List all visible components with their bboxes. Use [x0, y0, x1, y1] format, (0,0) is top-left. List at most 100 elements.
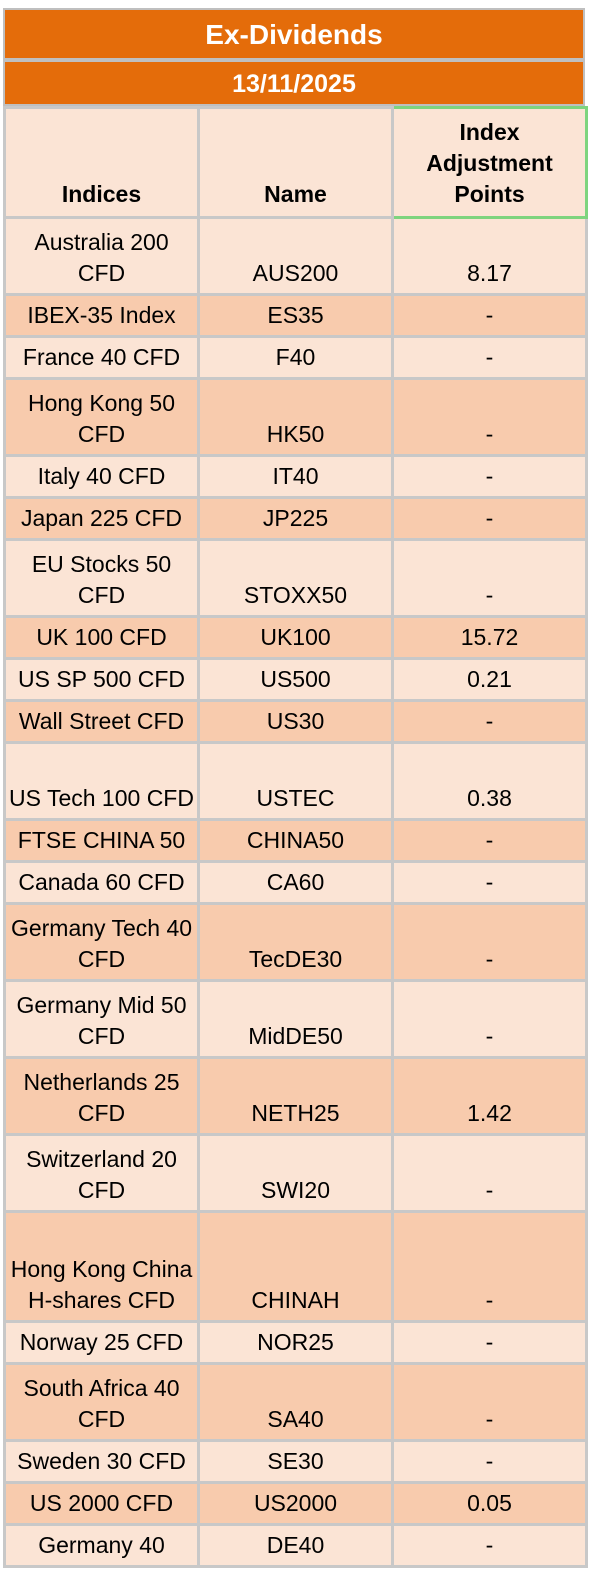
cell-name: NOR25 [197, 1320, 394, 1365]
table-row: US Tech 100 CFD USTEC 0.38 [3, 741, 588, 821]
cell-indices: Sweden 30 CFD [3, 1439, 200, 1484]
cell-name: F40 [197, 335, 394, 380]
table-row: South Africa 40 CFD SA40- [3, 1362, 588, 1442]
cell-name: JP225 [197, 496, 394, 541]
cell-name: USTEC [197, 741, 394, 821]
table-row: Sweden 30 CFD SE30- [3, 1439, 588, 1484]
cell-name: TecDE30 [197, 902, 394, 982]
table-row: US 2000 CFD US2000 0.05 [3, 1481, 588, 1526]
table-row: Australia 200 CFD AUS200 8.17 [3, 216, 588, 296]
table-header-row: Indices Name Index Adjustment Points [3, 106, 588, 219]
sheet-date: 13/11/2025 [3, 60, 585, 106]
cell-adjustment-points: - [391, 1133, 588, 1213]
table-body: Australia 200 CFD AUS200 8.17 IBEX-35 Index… [3, 216, 588, 1568]
cell-adjustment-points: 1.42 [391, 1056, 588, 1136]
table-row: Italy 40 CFD IT40- [3, 454, 588, 499]
cell-adjustment-points: - [391, 818, 588, 863]
table-row: Japan 225 CFD JP225- [3, 496, 588, 541]
cell-indices: IBEX-35 Index [3, 293, 200, 338]
cell-indices: Wall Street CFD [3, 699, 200, 744]
cell-adjustment-points: - [391, 860, 588, 905]
cell-indices: Norway 25 CFD [3, 1320, 200, 1365]
cell-indices: Hong Kong 50 CFD [3, 377, 200, 457]
cell-indices: Canada 60 CFD [3, 860, 200, 905]
cell-adjustment-points: - [391, 979, 588, 1059]
table-row: Wall Street CFD US30- [3, 699, 588, 744]
cell-adjustment-points: - [391, 335, 588, 380]
cell-indices: US SP 500 CFD [3, 657, 200, 702]
cell-indices: Germany Tech 40 CFD [3, 902, 200, 982]
cell-indices: US 2000 CFD [3, 1481, 200, 1526]
cell-indices: UK 100 CFD [3, 615, 200, 660]
cell-adjustment-points: - [391, 1439, 588, 1484]
cell-adjustment-points: - [391, 293, 588, 338]
table-row: Canada 60 CFD CA60- [3, 860, 588, 905]
cell-name: HK50 [197, 377, 394, 457]
cell-name: US500 [197, 657, 394, 702]
cell-adjustment-points: - [391, 699, 588, 744]
cell-indices: FTSE CHINA 50 [3, 818, 200, 863]
column-header-adjustment-points[interactable]: Index Adjustment Points [391, 106, 588, 219]
cell-adjustment-points: - [391, 496, 588, 541]
cell-adjustment-points: - [391, 454, 588, 499]
cell-name: MidDE50 [197, 979, 394, 1059]
cell-name: CHINAH [197, 1210, 394, 1323]
cell-indices: Germany 40 [3, 1523, 200, 1568]
cell-adjustment-points: - [391, 538, 588, 618]
cell-name: CA60 [197, 860, 394, 905]
cell-name: CHINA50 [197, 818, 394, 863]
cell-name: STOXX50 [197, 538, 394, 618]
cell-name: DE40 [197, 1523, 394, 1568]
cell-name: NETH25 [197, 1056, 394, 1136]
cell-adjustment-points: 0.21 [391, 657, 588, 702]
cell-indices: Hong Kong China H-shares CFD [3, 1210, 200, 1323]
cell-adjustment-points: - [391, 1210, 588, 1323]
table-row: FTSE CHINA 50 CHINA50- [3, 818, 588, 863]
cell-indices: Australia 200 CFD [3, 216, 200, 296]
cell-indices: Germany Mid 50 CFD [3, 979, 200, 1059]
cell-adjustment-points: 0.05 [391, 1481, 588, 1526]
cell-name: ES35 [197, 293, 394, 338]
cell-name: SE30 [197, 1439, 394, 1484]
table-row: EU Stocks 50 CFD STOXX50- [3, 538, 588, 618]
cell-adjustment-points: 8.17 [391, 216, 588, 296]
column-header-indices: Indices [3, 106, 200, 219]
cell-name: UK100 [197, 615, 394, 660]
cell-indices: Netherlands 25 CFD [3, 1056, 200, 1136]
ex-dividends-sheet: Ex-Dividends 13/11/2025 Indices Name Ind… [3, 8, 588, 1568]
cell-adjustment-points: 15.72 [391, 615, 588, 660]
cell-name: SA40 [197, 1362, 394, 1442]
cell-adjustment-points: 0.38 [391, 741, 588, 821]
cell-name: SWI20 [197, 1133, 394, 1213]
cell-adjustment-points: - [391, 1523, 588, 1568]
sheet-title: Ex-Dividends [3, 8, 585, 60]
table-row: Hong Kong China H-shares CFD CHINAH - [3, 1210, 588, 1323]
table-row: Germany Tech 40 CFD TecDE30- [3, 902, 588, 982]
cell-name: US2000 [197, 1481, 394, 1526]
cell-indices: US Tech 100 CFD [3, 741, 200, 821]
column-header-name: Name [197, 106, 394, 219]
table-row: Switzerland 20 CFD SWI20- [3, 1133, 588, 1213]
cell-indices: Japan 225 CFD [3, 496, 200, 541]
table-row: Norway 25 CFD NOR25- [3, 1320, 588, 1365]
cell-indices: France 40 CFD [3, 335, 200, 380]
table-row: Hong Kong 50 CFD HK50- [3, 377, 588, 457]
cell-name: AUS200 [197, 216, 394, 296]
cell-indices: South Africa 40 CFD [3, 1362, 200, 1442]
cell-adjustment-points: - [391, 1362, 588, 1442]
cell-adjustment-points: - [391, 1320, 588, 1365]
cell-indices: Italy 40 CFD [3, 454, 200, 499]
table-row: Netherlands 25 CFD NETH25 1.42 [3, 1056, 588, 1136]
table-row: France 40 CFD F40- [3, 335, 588, 380]
cell-indices: Switzerland 20 CFD [3, 1133, 200, 1213]
table-row: Germany Mid 50 CFD MidDE50- [3, 979, 588, 1059]
cell-adjustment-points: - [391, 902, 588, 982]
table-row: IBEX-35 Index ES35- [3, 293, 588, 338]
ex-dividends-table: Indices Name Index Adjustment Points Aus… [3, 106, 588, 1568]
cell-name: IT40 [197, 454, 394, 499]
table-row: US SP 500 CFD US500 0.21 [3, 657, 588, 702]
cell-indices: EU Stocks 50 CFD [3, 538, 200, 618]
cell-name: US30 [197, 699, 394, 744]
table-row: Germany 40 DE40- [3, 1523, 588, 1568]
cell-adjustment-points: - [391, 377, 588, 457]
